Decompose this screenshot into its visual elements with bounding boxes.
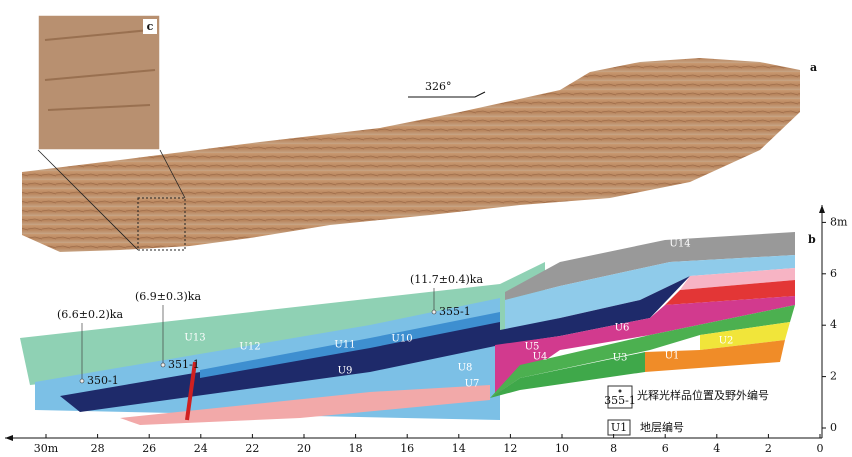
layer [700,322,790,350]
legend-icon [607,419,631,436]
unit-label: U11 [334,340,355,351]
y-tick-label: 0 [830,421,837,434]
layer [20,262,545,385]
layer [645,340,785,372]
unit-label: U13 [184,333,205,344]
x-arrow [5,435,13,441]
x-tick-label: 8 [610,442,617,455]
unit-label: U6 [615,323,630,334]
x-tick-label: 2 [765,442,772,455]
x-tick-label: 28 [91,442,105,455]
sample-point [160,362,166,368]
unit-label: U4 [533,352,548,363]
x-tick-label: 10 [555,442,569,455]
x-tick-label: 14 [452,442,466,455]
inset-texture [44,29,156,111]
x-tick-label: 16 [400,442,414,455]
y-arrow [819,205,825,213]
unit-label: U8 [458,363,473,374]
x-tick-label: 22 [245,442,259,455]
unit-label: U10 [391,334,412,345]
x-tick-label: 30m [34,442,59,455]
sample-label: 355-1 [439,305,471,318]
legend-text: 光释光样品位置及野外编号 [637,388,769,402]
y-tick-label: 8m [830,215,848,228]
outcrop-photo [22,58,800,252]
unit-label: U9 [338,366,353,377]
zoom-box [137,197,186,251]
age-label: (6.9±0.3)ka [135,290,201,303]
x-tick-label: 20 [297,442,311,455]
unit-label: U2 [719,336,734,347]
layer [665,280,795,305]
legend-dot [618,389,622,393]
y-tick-label: 2 [830,370,837,383]
legend-icon-text: 355-1 [604,394,636,407]
layer [505,255,795,330]
unit-label: U1 [665,351,680,362]
unit-label: U12 [239,342,260,353]
panel-label: c [147,20,154,33]
bearing-arrow [408,91,486,98]
sample-point [79,378,85,384]
section [20,232,795,425]
panel-label: a [810,61,817,74]
layer [490,305,795,398]
x-tick-label: 24 [194,442,208,455]
fault [185,361,197,421]
legend-icon [607,385,633,409]
x-tick-label: 18 [349,442,363,455]
y-tick-label: 4 [830,318,837,331]
layer [495,296,795,395]
x-tick-label: 4 [713,442,720,455]
sample-point [431,309,437,315]
layer [120,385,490,425]
y-tick-label: 6 [830,267,837,280]
age-label: (11.7±0.4)ka [410,273,483,286]
unit-label: U5 [525,342,540,353]
sample-label: 350-1 [87,374,119,387]
unit-label: U14 [669,239,690,250]
panel-label-box [143,19,157,34]
panel-label: b [808,233,816,246]
layer [200,312,500,378]
layer [490,352,645,398]
inset-photo [37,14,161,151]
sample-label: 351-1 [168,358,200,371]
bearing: 326° [425,80,452,93]
unit-label: U7 [465,379,480,390]
x-tick-label: 26 [142,442,156,455]
x-tick-label: 12 [503,442,517,455]
x-tick-label: 0 [817,442,824,455]
unit-label: U3 [613,353,628,364]
zoom-line [159,149,186,199]
layer [500,276,690,345]
layer [680,268,795,290]
legend-icon-text: U1 [611,421,627,434]
legend-text: 地层编号 [640,420,684,434]
age-label: (6.6±0.2)ka [57,308,123,321]
layer [505,232,795,300]
x-tick-label: 6 [662,442,669,455]
zoom-line [37,149,139,251]
